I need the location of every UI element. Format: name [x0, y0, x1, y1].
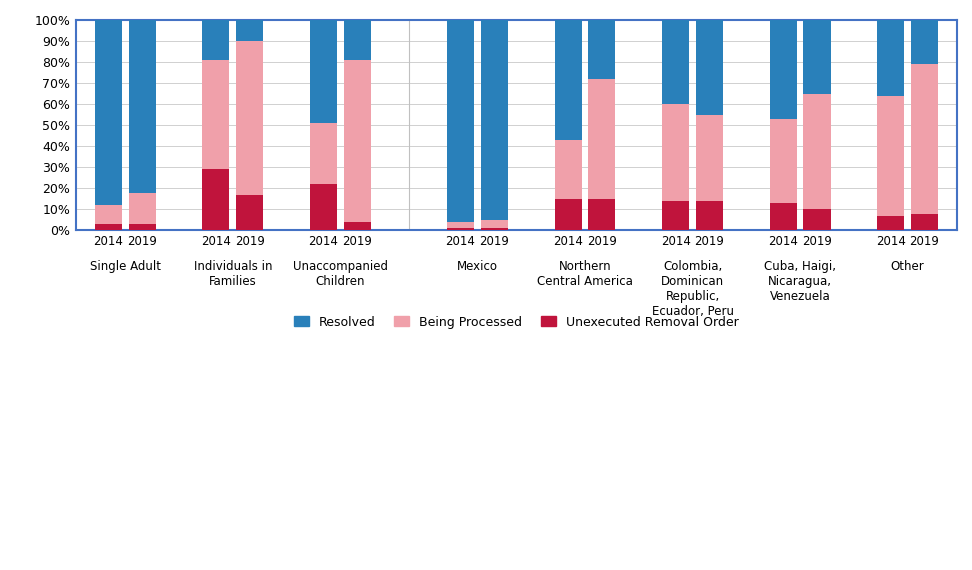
Bar [696, 115, 723, 201]
Bar [481, 229, 508, 230]
Bar [911, 214, 938, 230]
Bar [911, 64, 938, 214]
Bar [804, 209, 830, 230]
Bar [588, 199, 615, 230]
Bar [310, 20, 337, 123]
Bar [481, 20, 508, 220]
Bar [310, 123, 337, 184]
Bar [877, 215, 904, 230]
Bar [202, 169, 229, 230]
Bar [202, 20, 229, 60]
Bar [344, 20, 371, 60]
Bar [481, 220, 508, 229]
Bar [770, 119, 797, 203]
Bar [236, 194, 263, 230]
Text: Northern
Central America: Northern Central America [538, 260, 633, 288]
Bar [555, 20, 581, 140]
Text: Individuals in
Families: Individuals in Families [193, 260, 272, 288]
Bar [662, 104, 689, 201]
Bar [555, 140, 581, 199]
Bar [128, 193, 156, 224]
Bar [804, 93, 830, 209]
Bar [128, 20, 156, 193]
Bar [588, 20, 615, 79]
Bar [662, 20, 689, 104]
Bar [95, 20, 122, 205]
Bar [696, 20, 723, 115]
Text: Cuba, Haigi,
Nicaragua,
Venezuela: Cuba, Haigi, Nicaragua, Venezuela [764, 260, 836, 303]
Bar [344, 222, 371, 230]
Bar [555, 199, 581, 230]
Bar [236, 41, 263, 194]
Bar [447, 20, 474, 222]
Bar [95, 224, 122, 230]
Bar [236, 20, 263, 41]
Text: Single Adult: Single Adult [89, 260, 160, 273]
Bar [310, 184, 337, 230]
Bar [202, 60, 229, 169]
Bar [344, 60, 371, 222]
Bar [662, 201, 689, 230]
Bar [588, 79, 615, 199]
Bar [95, 205, 122, 224]
Bar [804, 20, 830, 93]
Text: Mexico: Mexico [457, 260, 498, 273]
Bar [877, 96, 904, 215]
Bar [128, 224, 156, 230]
Bar [877, 20, 904, 96]
Legend: Resolved, Being Processed, Unexecuted Removal Order: Resolved, Being Processed, Unexecuted Re… [289, 311, 744, 333]
Bar [770, 203, 797, 230]
Bar [447, 229, 474, 230]
Text: Unaccompanied
Children: Unaccompanied Children [293, 260, 388, 288]
Text: Colombia,
Dominican
Republic,
Ecuador, Peru: Colombia, Dominican Republic, Ecuador, P… [651, 260, 734, 318]
Bar [911, 20, 938, 64]
Bar [696, 201, 723, 230]
Text: Other: Other [890, 260, 924, 273]
Bar [447, 222, 474, 229]
Bar [770, 20, 797, 119]
